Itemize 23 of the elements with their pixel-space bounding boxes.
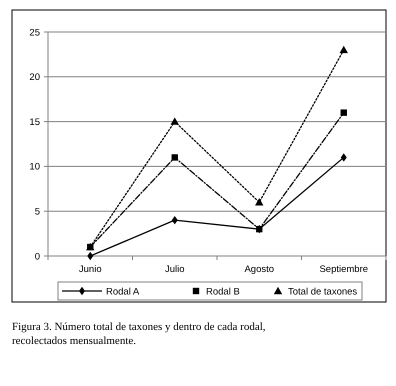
y-tick-label: 10 <box>29 162 40 173</box>
point <box>340 46 348 54</box>
x-tick-label: Julio <box>164 264 185 275</box>
point <box>255 198 264 206</box>
x-tick-label: Agosto <box>244 264 274 275</box>
y-tick-label: 25 <box>29 27 40 38</box>
legend-label: Rodal B <box>206 286 240 298</box>
point <box>340 153 347 162</box>
point <box>172 154 178 161</box>
legend-label: Total de taxones <box>288 286 358 298</box>
point <box>172 216 178 224</box>
point <box>87 244 94 250</box>
point <box>87 252 94 260</box>
text: Figura 3. Número total de taxones y dentro de cada rodal, recolectados mensualmente. <box>12 321 266 347</box>
point <box>340 109 347 116</box>
y-tick-label: 20 <box>29 72 40 84</box>
x-tick-label: Junio <box>78 264 102 275</box>
point <box>170 117 179 125</box>
legend-label: Rodal A <box>106 286 140 298</box>
x-tick-label: Septiembre <box>319 264 368 275</box>
y-tick-label: 15 <box>29 116 40 128</box>
y-tick-label: 5 <box>34 206 40 218</box>
y-tick-label: 0 <box>34 251 40 262</box>
